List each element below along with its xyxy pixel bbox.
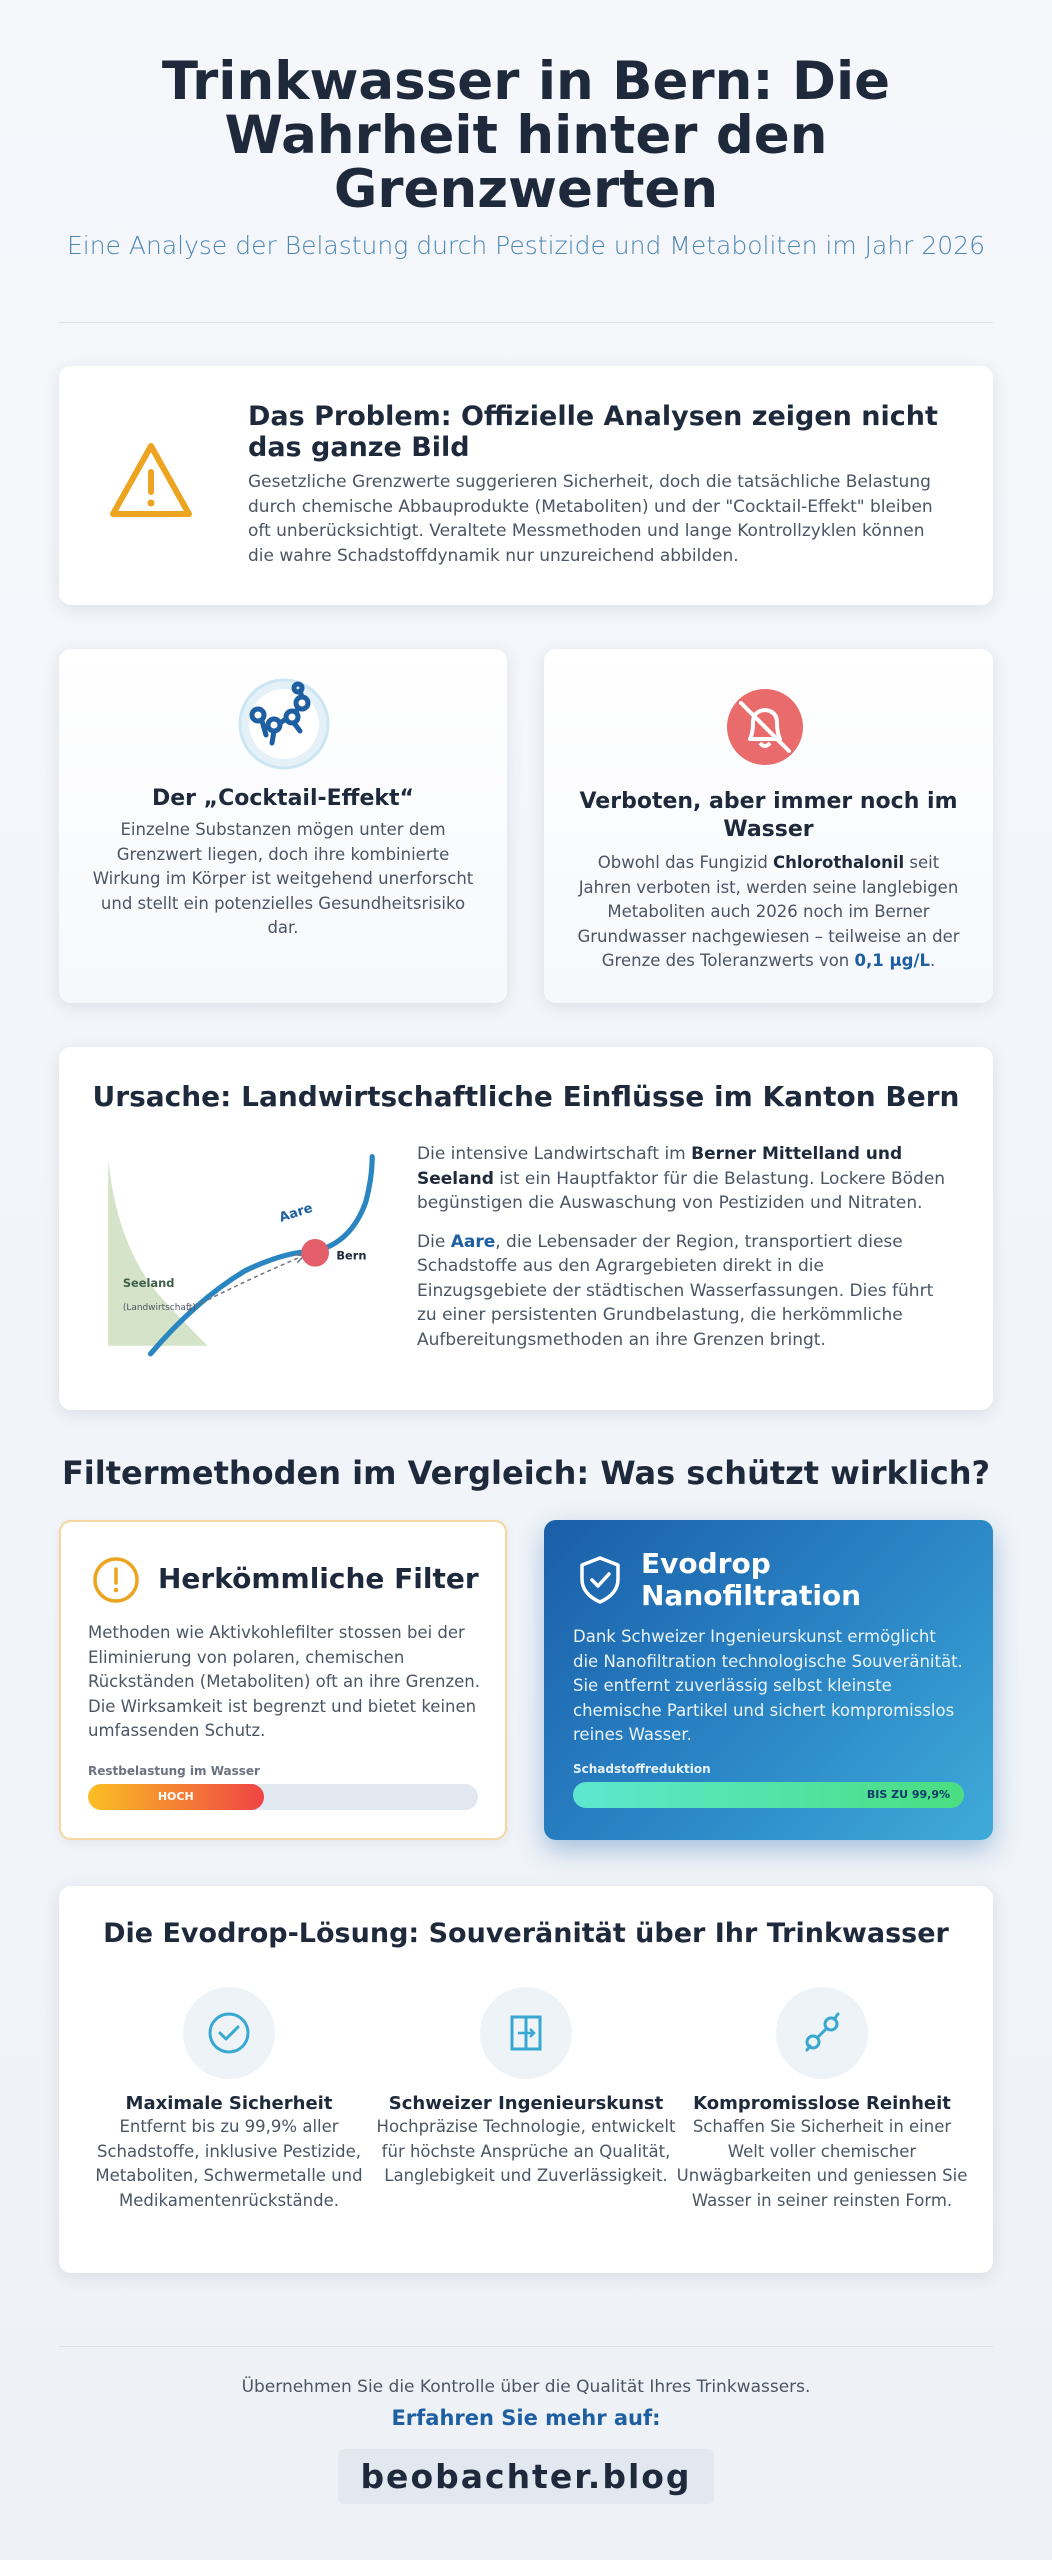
bar-label: Restbelastung im Wasser	[88, 1764, 260, 1778]
emphasis: Chlorothalonil	[773, 853, 905, 872]
cause-title: Ursache: Landwirtschaftliche Einflüsse i…	[92, 1080, 960, 1113]
purity-icon	[805, 2012, 840, 2052]
feature: Kompromisslose Reinheit Schaffen Sie Sic…	[672, 1987, 972, 2213]
banned-icon	[727, 689, 803, 765]
conventional-card: Herkömmliche Filter Methoden wie Aktivko…	[59, 1520, 507, 1840]
cause-card: Ursache: Landwirtschaftliche Einflüsse i…	[59, 1047, 993, 1410]
subtitle: Eine Analyse der Belastung durch Pestizi…	[66, 231, 986, 260]
divider	[59, 2346, 993, 2347]
feature-title: Maximale Sicherheit	[125, 2093, 333, 2114]
bar-label: Schadstoffreduktion	[573, 1762, 711, 1776]
solution-title: Die Evodrop-Lösung: Souveränität über Ih…	[103, 1918, 949, 1949]
filter-title: Evodrop Nanofiltration	[641, 1547, 862, 1612]
shield-icon	[580, 1556, 620, 1604]
footer-text: Übernehmen Sie die Kontrolle über die Qu…	[241, 2377, 811, 2397]
feature: Maximale Sicherheit Entfernt bis zu 99,9…	[79, 1987, 379, 2213]
bar-track: HOCH	[88, 1784, 478, 1810]
alert-icon	[93, 1557, 139, 1603]
filter-title: Herkömmliche Filter	[158, 1562, 479, 1595]
feature-icon-bg	[480, 1987, 572, 2079]
footer-link[interactable]: beobachter.blog	[338, 2449, 714, 2504]
feature-icon-bg	[776, 1987, 868, 2079]
feature-title: Kompromisslose Reinheit	[693, 2093, 951, 2114]
text: ist ein Hauptfaktor für die Belastung. L…	[417, 1168, 946, 1214]
banned-card: Verboten, aber immer noch im Wasser Obwo…	[544, 649, 993, 1003]
card-title: Verboten, aber immer noch im Wasser	[579, 789, 958, 842]
cocktail-icon	[238, 678, 330, 770]
card-text: Obwohl das Fungizid Chlorothalonil seit …	[570, 851, 967, 974]
evodrop-card: Evodrop Nanofiltration Dank Schweizer In…	[544, 1520, 993, 1840]
engineering-icon	[510, 2015, 542, 2051]
feature-text: Schaffen Sie Sicherheit in einer Welt vo…	[676, 2117, 968, 2210]
warning-icon	[110, 443, 192, 517]
highlight: Aare	[450, 1231, 496, 1252]
map-label: (Landwirtschaft)	[123, 1303, 196, 1313]
text: Obwohl das Fungizid	[597, 853, 774, 872]
bar-fill: BIS ZU 99,9%	[573, 1782, 964, 1808]
card-text: Einzelne Substanzen mögen unter dem Gren…	[92, 820, 474, 937]
text: , die Lebensader der Region, transportie…	[417, 1231, 934, 1350]
bar-fill: HOCH	[88, 1784, 264, 1810]
problem-card: Das Problem: Offizielle Analysen zeigen …	[59, 366, 993, 605]
text: Die intensive Landwirtschaft im	[417, 1144, 692, 1164]
check-icon	[208, 2012, 250, 2054]
problem-text: Gesetzliche Grenzwerte suggerieren Siche…	[248, 472, 933, 566]
emphasis: Berner Mittelland und Seeland	[417, 1144, 903, 1189]
text: seit Jahren verboten ist, werden seine l…	[577, 853, 960, 970]
filter-text: Methoden wie Aktivkohlefilter stossen be…	[88, 1623, 481, 1740]
section-title: Filtermethoden im Vergleich: Was schützt…	[61, 1454, 991, 1492]
filter-text: Dank Schweizer Ingenieurskunst ermöglich…	[573, 1627, 963, 1744]
problem-title: Das Problem: Offizielle Analysen zeigen …	[248, 401, 938, 463]
cocktail-card: Der „Cocktail-Effekt“ Einzelne Substanze…	[59, 649, 507, 1003]
footer-cta: Erfahren Sie mehr auf:	[391, 2406, 661, 2430]
feature-icon-bg	[183, 1987, 275, 2079]
divider	[59, 322, 993, 323]
feature-title: Schweizer Ingenieurskunst	[388, 2093, 664, 2114]
card-title: Der „Cocktail-Effekt“	[151, 786, 415, 811]
feature-text: Hochpräzise Technologie, entwickelt für …	[376, 2117, 676, 2185]
cause-paragraph: Die intensive Landwirtschaft im Berner M…	[417, 1142, 957, 1216]
map-label: Aare	[278, 1201, 315, 1226]
text: .	[929, 951, 936, 970]
map-label: Bern	[336, 1248, 366, 1262]
feature: Schweizer Ingenieurskunst Hochpräzise Te…	[376, 1987, 676, 2189]
bar-track: BIS ZU 99,9%	[573, 1782, 964, 1808]
highlight: 0,1 µg/L	[854, 951, 930, 970]
map: Aare Bern Seeland (Landwirtschaft)	[108, 1154, 375, 1357]
feature-text: Entfernt bis zu 99,9% aller Schadstoffe,…	[95, 2117, 363, 2210]
solution-card: Die Evodrop-Lösung: Souveränität über Ih…	[59, 1886, 993, 2273]
cause-paragraph: Die Aare, die Lebensader der Region, tra…	[417, 1230, 957, 1353]
text: Die	[417, 1231, 451, 1252]
title: Trinkwasser in Bern: Die Wahrheit hinter…	[161, 51, 891, 220]
map-label: Seeland	[123, 1276, 175, 1290]
